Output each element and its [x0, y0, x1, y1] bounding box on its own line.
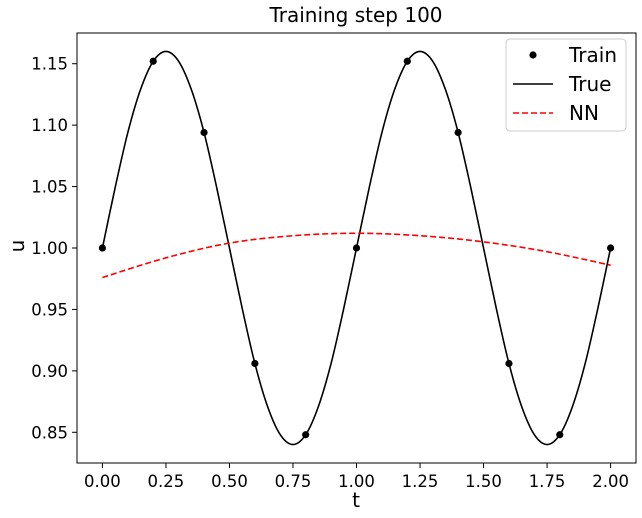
data-point — [352, 244, 361, 252]
legend-item-nn: NN — [513, 101, 599, 125]
x-axis: 0.00 0.25 0.50 0.75 1.00 1.25 1.50 1.75 2.00 — [84, 463, 629, 491]
x-tick-label: 1.00 — [338, 472, 375, 491]
x-tick-label: 1.50 — [465, 472, 502, 491]
data-point — [302, 431, 310, 439]
data-point — [200, 128, 208, 137]
series-train — [98, 57, 615, 439]
series-nn — [102, 232, 611, 279]
data-point — [98, 244, 107, 252]
data-point — [556, 431, 564, 439]
x-tick-label: 2.00 — [592, 472, 629, 491]
chart-title: Training step 100 — [268, 3, 442, 27]
series-line-nn — [102, 232, 611, 279]
x-tick-label: 0.00 — [84, 472, 121, 491]
x-tick-label: 1.75 — [529, 472, 566, 491]
legend-label: True — [568, 72, 611, 96]
data-point — [606, 244, 615, 252]
x-tick-label: 0.25 — [148, 472, 185, 491]
y-axis: 0.85 0.90 0.95 1.00 1.05 1.10 1.15 — [31, 55, 77, 442]
data-point — [149, 57, 157, 65]
y-tick-label: 1.00 — [31, 239, 68, 258]
legend-box — [505, 38, 627, 132]
data-point — [454, 128, 462, 137]
data-point — [403, 57, 411, 65]
legend-item-train: Train — [529, 43, 617, 67]
x-tick-label: 0.75 — [275, 472, 312, 491]
legend-swatch — [529, 51, 537, 59]
y-tick-label: 0.95 — [31, 300, 68, 319]
x-tick-label: 1.25 — [402, 472, 439, 491]
y-tick-label: 0.85 — [31, 423, 68, 442]
legend-label: Train — [568, 43, 617, 67]
x-tick-label: 0.50 — [211, 472, 248, 491]
y-axis-label: u — [5, 240, 29, 253]
plot-area — [98, 50, 615, 446]
legend-label: NN — [569, 101, 599, 125]
y-tick-label: 1.15 — [31, 55, 68, 74]
data-point — [505, 359, 513, 368]
y-tick-label: 1.10 — [31, 116, 68, 135]
data-point — [251, 359, 259, 368]
y-tick-label: 0.90 — [31, 362, 68, 381]
y-tick-label: 1.05 — [31, 178, 68, 197]
legend: Train True NN — [505, 38, 627, 132]
legend-item-true: True — [513, 72, 611, 96]
x-axis-label: t — [352, 488, 360, 512]
